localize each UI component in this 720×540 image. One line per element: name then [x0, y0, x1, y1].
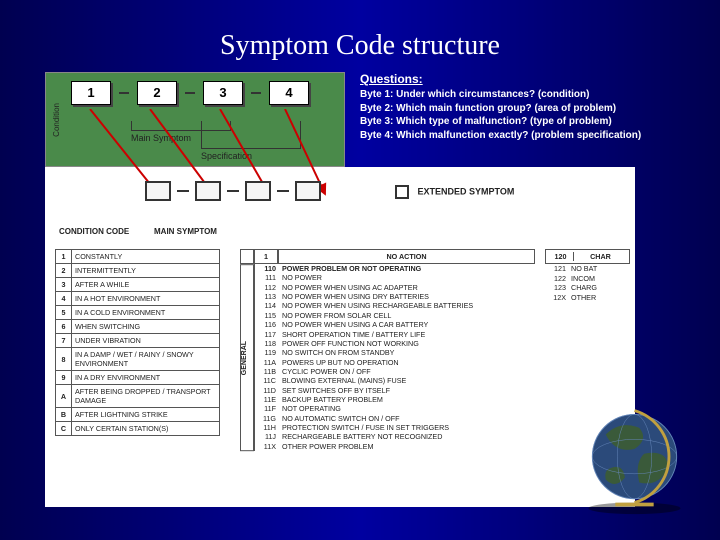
- questions-panel: Questions: Byte 1: Under which circumsta…: [360, 72, 690, 142]
- general-label: GENERAL: [240, 264, 254, 451]
- right-header-num: 120: [548, 252, 574, 261]
- table-row: CONLY CERTAIN STATION(S): [56, 422, 220, 436]
- code-entry-box[interactable]: [295, 181, 321, 201]
- code-row: 119NO SWITCH ON FROM STANDBY: [255, 348, 489, 357]
- table-row: AAFTER BEING DROPPED / TRANSPORT DAMAGE: [56, 385, 220, 408]
- code-row: 116NO POWER WHEN USING A CAR BATTERY: [255, 320, 489, 329]
- code-row: 11JRECHARGEABLE BATTERY NOT RECOGNIZED: [255, 432, 489, 441]
- table-row: 1CONSTANTLY: [56, 250, 220, 264]
- sheet-input-boxes: [145, 181, 321, 201]
- code-row: 11EBACKUP BATTERY PROBLEM: [255, 395, 489, 404]
- byte-box-4: 4: [269, 81, 309, 105]
- code-entry-box[interactable]: [145, 181, 171, 201]
- code-row: 113NO POWER WHEN USING DRY BATTERIES: [255, 292, 489, 301]
- right-code-table: 120 CHAR 121NO BAT122INCOM123CHARG12XOTH…: [545, 249, 630, 303]
- condition-code-header: CONDITION CODE: [59, 227, 129, 236]
- right-header-text: CHAR: [574, 252, 627, 261]
- code-row: 114NO POWER WHEN USING RECHARGEABLE BATT…: [255, 301, 489, 310]
- code-row: 11DSET SWITCHES OFF BY ITSELF: [255, 386, 489, 395]
- table-row: 6WHEN SWITCHING: [56, 320, 220, 334]
- code-row: 11BCYCLIC POWER ON / OFF: [255, 367, 489, 376]
- globe-icon: [577, 401, 692, 516]
- code-row: 11XOTHER POWER PROBLEM: [255, 442, 489, 451]
- table-row: 9IN A DRY ENVIRONMENT: [56, 371, 220, 385]
- byte-box-2: 2: [137, 81, 177, 105]
- table-row: 3AFTER A WHILE: [56, 278, 220, 292]
- table-row: 5IN A COLD ENVIRONMENT: [56, 306, 220, 320]
- question-line: Byte 2: Which main function group? (area…: [360, 102, 690, 116]
- code-row: 115NO POWER FROM SOLAR CELL: [255, 311, 489, 320]
- condition-label: Condition: [52, 103, 61, 137]
- code-row: 118POWER OFF FUNCTION NOT WORKING: [255, 339, 489, 348]
- code-row: 11HPROTECTION SWITCH / FUSE IN SET TRIGG…: [255, 423, 489, 432]
- table-row: 7UNDER VIBRATION: [56, 334, 220, 348]
- condition-code-table: 1CONSTANTLY2INTERMITTENTLY3AFTER A WHILE…: [55, 249, 220, 436]
- code-row: 11APOWERS UP BUT NO OPERATION: [255, 358, 489, 367]
- slide-title: Symptom Code structure: [0, 0, 720, 72]
- code-row: 112NO POWER WHEN USING AC ADAPTER: [255, 283, 489, 292]
- dash-icon: [185, 92, 195, 94]
- dash-icon: [251, 92, 261, 94]
- main-symptom-table: 1 NO ACTION GENERAL 110POWER PROBLEM OR …: [240, 249, 535, 451]
- sheet-column-headers: CONDITION CODE MAIN SYMPTOM: [59, 227, 129, 236]
- table-row: 2INTERMITTENTLY: [56, 264, 220, 278]
- code-row: 122INCOM: [545, 274, 630, 284]
- question-line: Byte 4: Which malfunction exactly? (prob…: [360, 129, 690, 143]
- code-sheet: EXTENDED SYMPTOM CONDITION CODE MAIN SYM…: [45, 167, 635, 507]
- code-row: 117SHORT OPERATION TIME / BATTERY LIFE: [255, 330, 489, 339]
- main-header-text: NO ACTION: [278, 249, 535, 264]
- code-row: 12XOTHER: [545, 293, 630, 303]
- questions-heading: Questions:: [360, 72, 690, 86]
- table-row: BAFTER LIGHTNING STRIKE: [56, 408, 220, 422]
- code-entry-box[interactable]: [195, 181, 221, 201]
- code-row: 11FNOT OPERATING: [255, 404, 489, 413]
- code-row: 11CBLOWING EXTERNAL (MAINS) FUSE: [255, 376, 489, 385]
- code-entry-box[interactable]: [245, 181, 271, 201]
- specification-label: Specification: [201, 151, 252, 161]
- main-symptom-header: MAIN SYMPTOM: [154, 227, 217, 236]
- code-row: 123CHARG: [545, 283, 630, 293]
- table-row: 8IN A DAMP / WET / RAINY / SNOWY ENVIRON…: [56, 348, 220, 371]
- code-row: 11GNO AUTOMATIC SWITCH ON / OFF: [255, 414, 489, 423]
- dash-icon: [119, 92, 129, 94]
- question-line: Byte 1: Under which circumstances? (cond…: [360, 88, 690, 102]
- main-header-num: 1: [254, 249, 278, 264]
- code-row: 110POWER PROBLEM OR NOT OPERATING: [255, 264, 489, 273]
- code-row: 111NO POWER: [255, 273, 489, 282]
- question-line: Byte 3: Which type of malfunction? (type…: [360, 115, 690, 129]
- extended-symptom-label: EXTENDED SYMPTOM: [395, 185, 514, 199]
- byte-diagram: 1 2 3 4 Condition Main Symptom Specifica…: [45, 72, 345, 167]
- table-row: 4IN A HOT ENVIRONMENT: [56, 292, 220, 306]
- main-symptom-label: Main Symptom: [131, 133, 191, 143]
- code-row: 121NO BAT: [545, 264, 630, 274]
- byte-box-3: 3: [203, 81, 243, 105]
- byte-box-1: 1: [71, 81, 111, 105]
